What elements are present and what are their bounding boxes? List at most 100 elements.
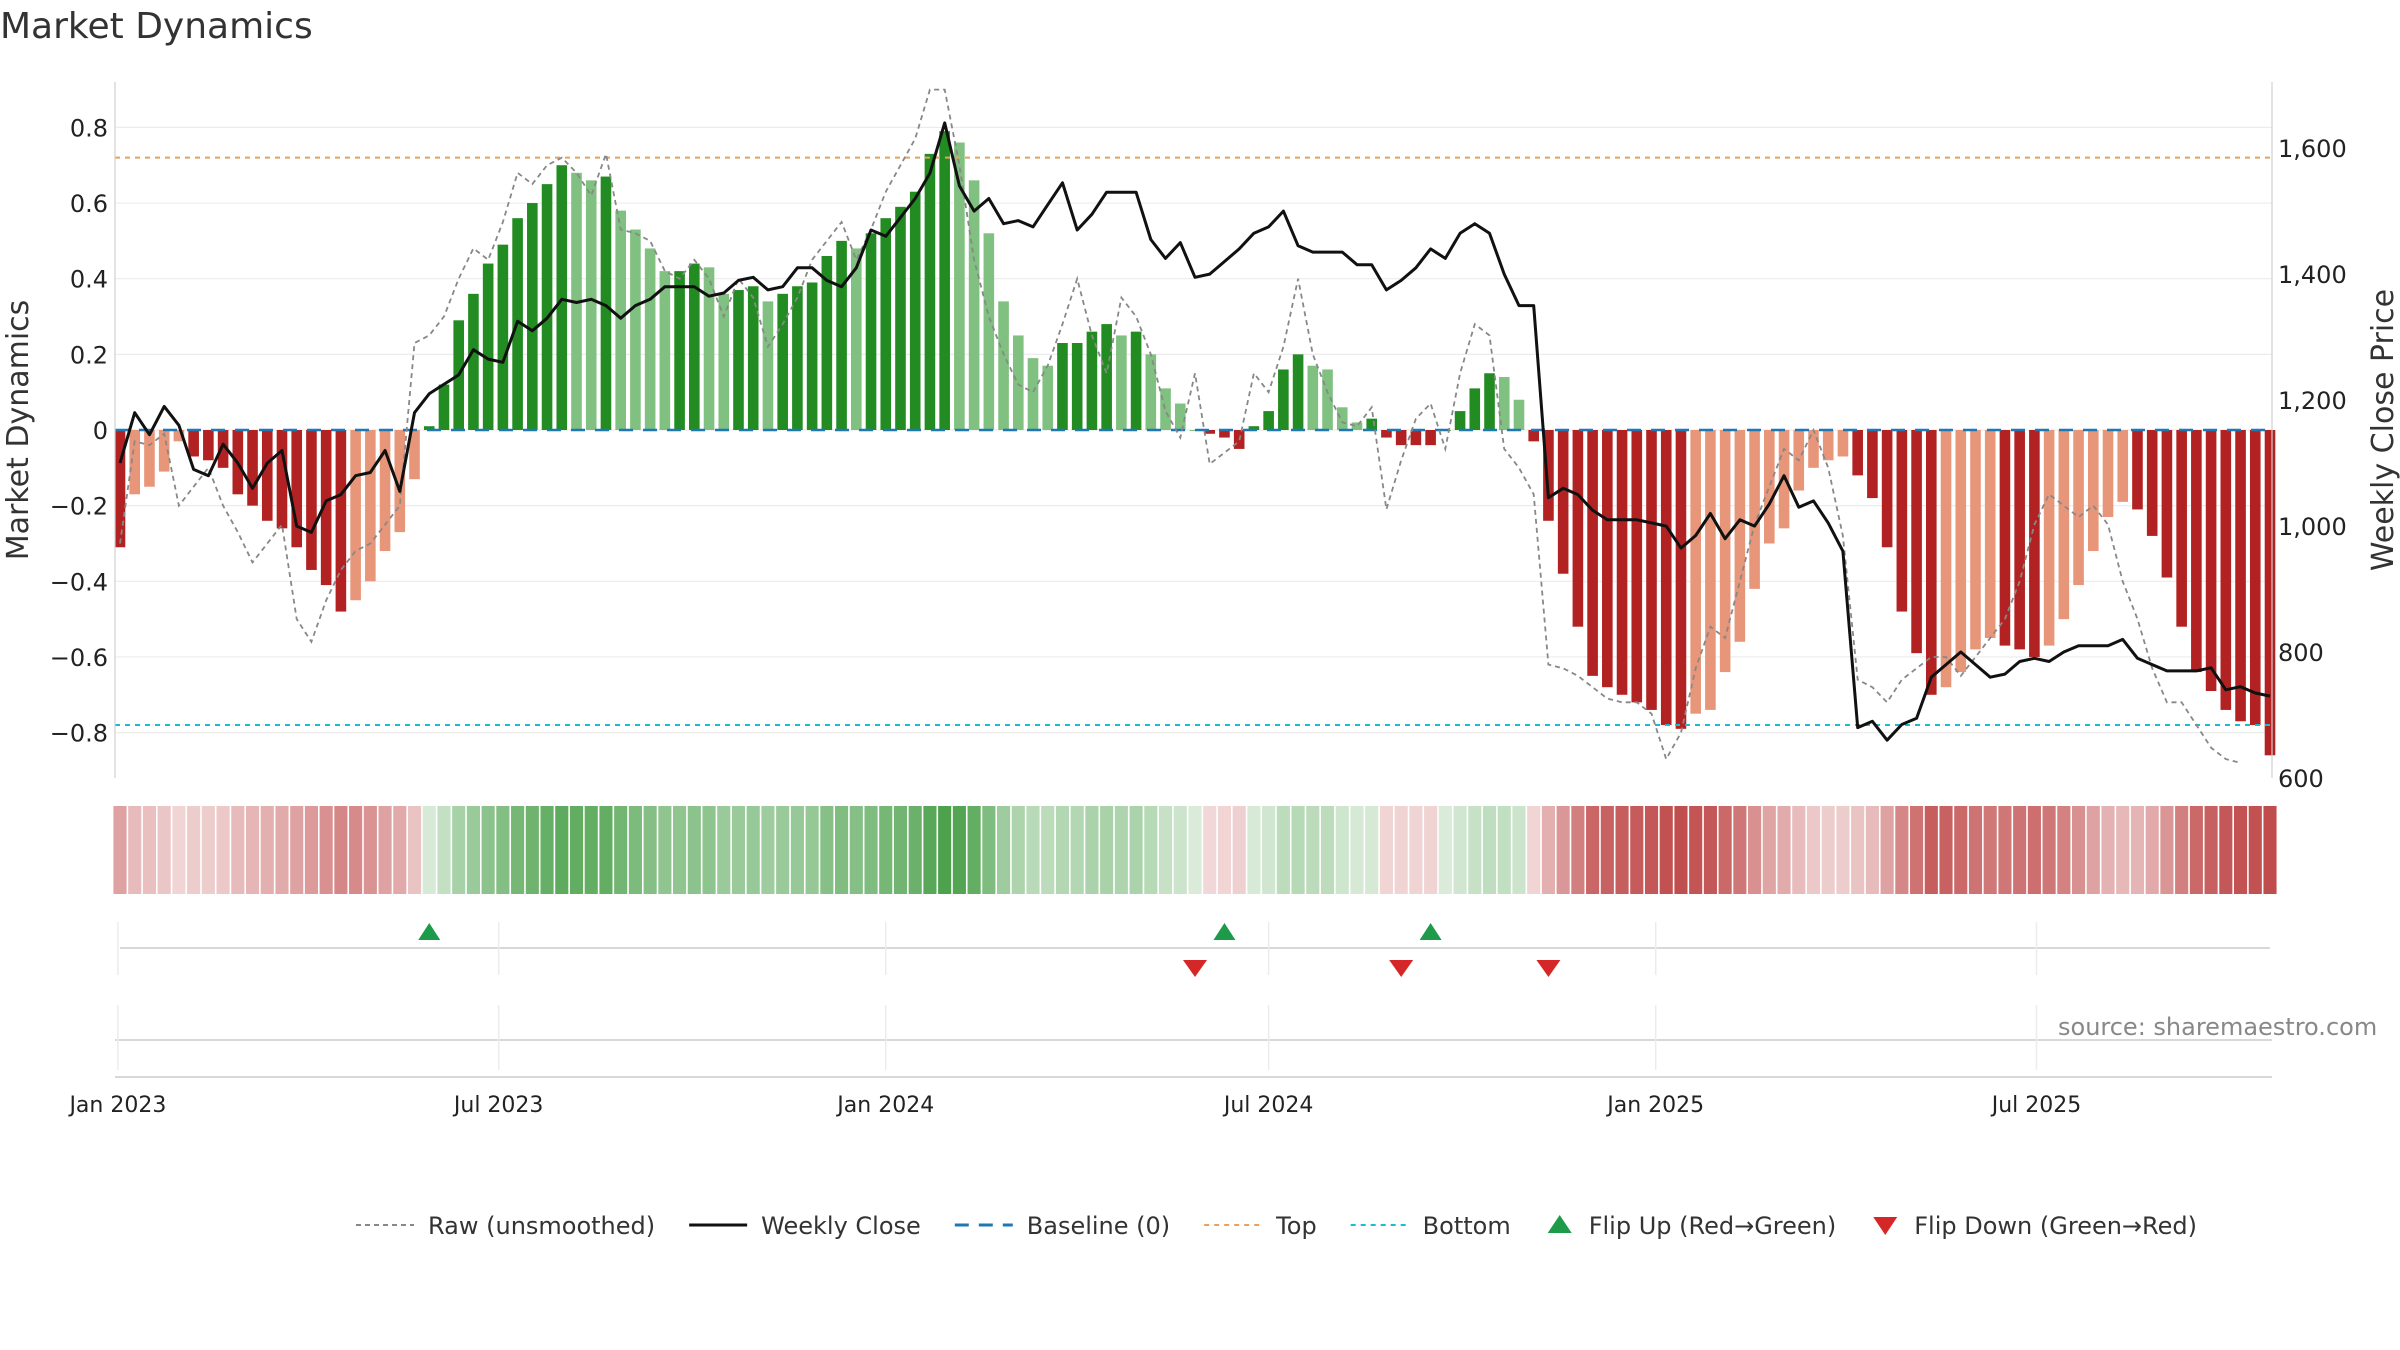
dynamics-bar bbox=[2132, 430, 2143, 510]
dynamics-bar bbox=[482, 263, 494, 430]
regime-cell bbox=[1247, 806, 1261, 894]
dynamics-bar bbox=[438, 384, 450, 430]
regime-cell bbox=[569, 806, 584, 894]
raw-unsmoothed-line bbox=[119, 88, 2241, 764]
dynamics-bar bbox=[409, 430, 420, 480]
dynamics-bar bbox=[2014, 430, 2025, 650]
dynamics-bar bbox=[615, 210, 626, 430]
x-tick-label: Jan 2024 bbox=[835, 1093, 934, 1118]
right-tick-label: 800 bbox=[2278, 639, 2324, 667]
regime-cell bbox=[1217, 806, 1232, 894]
x-tick-label: Jan 2025 bbox=[1605, 1093, 1704, 1118]
regime-cell bbox=[1527, 806, 1541, 894]
regime-cell bbox=[1939, 806, 1953, 894]
flip-down-marker bbox=[1536, 960, 1561, 977]
dynamics-bar bbox=[1307, 365, 1319, 430]
regime-cell bbox=[231, 806, 245, 894]
regime-cell bbox=[187, 806, 201, 894]
chart-title: Market Dynamics bbox=[0, 6, 313, 47]
dynamics-bar bbox=[306, 430, 317, 570]
legend-item-up: Flip Up (Red→Green) bbox=[1547, 1212, 1837, 1240]
dynamics-bar bbox=[1395, 430, 1407, 446]
regime-cell bbox=[142, 806, 157, 894]
regime-cell bbox=[2071, 806, 2086, 894]
dynamics-bar bbox=[600, 176, 612, 430]
dynamics-bar bbox=[1675, 430, 1687, 729]
dynamics-bar bbox=[1381, 430, 1392, 438]
dynamics-bar bbox=[1808, 430, 1819, 468]
legend-item-baseline: Baseline (0) bbox=[954, 1212, 1170, 1240]
regime-cell bbox=[1129, 806, 1143, 894]
regime-cell bbox=[1600, 806, 1614, 894]
legend-label: Raw (unsmoothed) bbox=[428, 1212, 655, 1240]
regime-cell bbox=[1630, 806, 1644, 894]
regime-cell bbox=[1644, 806, 1659, 894]
regime-cell bbox=[731, 806, 746, 894]
dynamics-bar bbox=[261, 430, 273, 521]
dynamics-bar bbox=[762, 301, 774, 430]
dynamics-bar bbox=[1219, 430, 1230, 438]
regime-cell bbox=[1512, 806, 1526, 894]
regime-cell bbox=[879, 806, 893, 894]
legend-item-close: Weekly Close bbox=[689, 1212, 921, 1240]
dynamics-bar bbox=[998, 301, 1009, 430]
dynamics-bar bbox=[1749, 430, 1760, 589]
regime-strip bbox=[113, 806, 2277, 894]
legend-label: Flip Up (Red→Green) bbox=[1589, 1212, 1837, 1240]
regime-cell bbox=[2101, 806, 2115, 894]
regime-cell bbox=[113, 806, 127, 894]
regime-cell bbox=[1586, 806, 1600, 894]
regime-cell bbox=[349, 806, 363, 894]
dynamics-bar bbox=[1926, 430, 1937, 695]
legend-item-raw: Raw (unsmoothed) bbox=[356, 1212, 655, 1240]
dynamics-bar bbox=[1292, 354, 1304, 430]
regime-cell bbox=[1468, 806, 1482, 894]
regime-cell bbox=[1173, 806, 1187, 894]
dynamics-bar bbox=[689, 263, 700, 430]
regime-cell bbox=[511, 806, 525, 894]
regime-cell bbox=[407, 806, 422, 894]
regime-cell bbox=[1306, 806, 1320, 894]
regime-cell bbox=[1144, 806, 1158, 894]
regime-cell bbox=[2204, 806, 2218, 894]
dynamics-bar bbox=[335, 430, 347, 612]
regime-cell bbox=[746, 806, 760, 894]
regime-cell bbox=[481, 806, 495, 894]
flip-down-marker bbox=[1183, 960, 1207, 977]
left-tick-label: 0 bbox=[93, 417, 108, 445]
regime-cell bbox=[555, 806, 569, 894]
regime-cell bbox=[2189, 806, 2203, 894]
dynamics-bar bbox=[1852, 430, 1863, 476]
regime-cell bbox=[1335, 806, 1349, 894]
regime-cell bbox=[1792, 806, 1806, 894]
regime-cell bbox=[1365, 806, 1379, 894]
legend-label: Bottom bbox=[1423, 1212, 1511, 1240]
dynamics-bar bbox=[836, 240, 847, 430]
dynamics-bar bbox=[1336, 407, 1348, 430]
dynamics-bar bbox=[1660, 430, 1672, 726]
dynamics-bar bbox=[1572, 430, 1584, 627]
x-tick-label: Jul 2023 bbox=[452, 1093, 544, 1118]
regime-cell bbox=[1851, 806, 1865, 894]
regime-cell bbox=[1453, 806, 1467, 894]
dynamics-bar bbox=[1101, 324, 1112, 430]
dynamics-bar bbox=[2249, 430, 2261, 726]
regime-cell bbox=[2013, 806, 2027, 894]
regime-cell bbox=[540, 806, 554, 894]
dynamics-bar bbox=[2043, 430, 2055, 646]
legend-item-top: Top bbox=[1204, 1212, 1317, 1240]
dynamics-bar bbox=[2220, 430, 2232, 710]
regime-cell bbox=[820, 806, 834, 894]
dynamics-bar bbox=[1027, 358, 1039, 430]
regime-cell bbox=[2116, 806, 2130, 894]
regime-cell bbox=[1821, 806, 1835, 894]
regime-cell bbox=[1262, 806, 1276, 894]
dynamics-bar bbox=[747, 286, 759, 430]
regime-cell bbox=[1777, 806, 1791, 894]
flip-down-marker bbox=[1389, 960, 1414, 977]
legend-label: Baseline (0) bbox=[1027, 1212, 1170, 1240]
regime-cell bbox=[2263, 806, 2277, 894]
regime-cell bbox=[1615, 806, 1629, 894]
dynamics-bar bbox=[2102, 430, 2114, 517]
dynamics-bar bbox=[423, 426, 435, 430]
